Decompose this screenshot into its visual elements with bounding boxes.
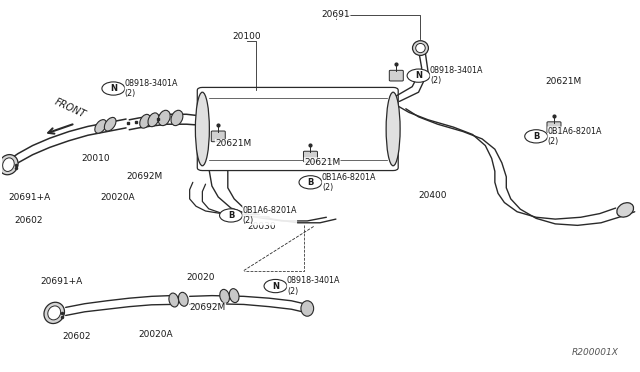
Polygon shape <box>393 50 428 102</box>
Text: 0B1A6-8201A
(2): 0B1A6-8201A (2) <box>322 173 376 192</box>
Ellipse shape <box>171 110 183 126</box>
Text: 20020: 20020 <box>186 273 215 282</box>
Polygon shape <box>209 168 336 223</box>
FancyBboxPatch shape <box>211 131 225 142</box>
Text: N: N <box>272 282 279 291</box>
Ellipse shape <box>386 92 400 166</box>
Text: 0B1A6-8201A
(2): 0B1A6-8201A (2) <box>243 206 297 225</box>
Ellipse shape <box>158 110 170 126</box>
FancyBboxPatch shape <box>547 122 561 132</box>
Polygon shape <box>8 119 126 170</box>
Circle shape <box>525 130 548 143</box>
Ellipse shape <box>0 155 18 175</box>
FancyBboxPatch shape <box>303 151 317 162</box>
Ellipse shape <box>416 44 425 53</box>
Circle shape <box>264 279 287 293</box>
Text: 20602: 20602 <box>63 332 91 341</box>
FancyBboxPatch shape <box>197 87 398 170</box>
Circle shape <box>102 82 125 95</box>
Ellipse shape <box>44 302 65 324</box>
Circle shape <box>299 176 322 189</box>
Text: 0B1A6-8201A
(2): 0B1A6-8201A (2) <box>548 126 602 146</box>
Text: 20691+A: 20691+A <box>40 277 83 286</box>
Ellipse shape <box>301 301 314 316</box>
Ellipse shape <box>413 41 428 55</box>
Ellipse shape <box>148 113 159 127</box>
Ellipse shape <box>95 120 106 133</box>
Text: N: N <box>110 84 117 93</box>
Text: 20621M: 20621M <box>215 139 252 148</box>
Text: 20602: 20602 <box>15 217 44 225</box>
Text: FRONT: FRONT <box>53 97 87 120</box>
Ellipse shape <box>104 118 116 131</box>
Text: B: B <box>307 178 314 187</box>
Text: 20020A: 20020A <box>100 193 135 202</box>
FancyBboxPatch shape <box>389 70 403 81</box>
Text: R200001X: R200001X <box>572 348 619 357</box>
Polygon shape <box>129 114 202 130</box>
Circle shape <box>407 69 430 82</box>
Circle shape <box>220 209 243 222</box>
Text: 20621M: 20621M <box>546 77 582 86</box>
Ellipse shape <box>229 289 239 302</box>
Ellipse shape <box>48 306 61 320</box>
Ellipse shape <box>3 158 14 171</box>
Polygon shape <box>66 296 171 315</box>
Text: 20692M: 20692M <box>189 303 226 312</box>
Text: 20691: 20691 <box>321 10 350 19</box>
Ellipse shape <box>169 293 179 307</box>
Text: B: B <box>533 132 540 141</box>
Text: 20621M: 20621M <box>304 158 340 167</box>
Ellipse shape <box>195 92 209 166</box>
Text: 20400: 20400 <box>419 191 447 200</box>
Text: 08918-3401A
(2): 08918-3401A (2) <box>125 79 179 98</box>
Polygon shape <box>396 105 635 225</box>
Ellipse shape <box>140 114 150 128</box>
Ellipse shape <box>617 203 634 217</box>
Ellipse shape <box>179 292 188 306</box>
Text: 08918-3401A
(2): 08918-3401A (2) <box>430 66 483 85</box>
Text: 20010: 20010 <box>81 154 110 163</box>
Text: 20691+A: 20691+A <box>8 193 51 202</box>
Text: 20020A: 20020A <box>139 330 173 340</box>
Ellipse shape <box>220 289 230 303</box>
Text: 08918-3401A
(2): 08918-3401A (2) <box>287 276 340 296</box>
Text: B: B <box>228 211 234 220</box>
Polygon shape <box>189 296 307 313</box>
Text: 20692M: 20692M <box>126 172 163 181</box>
Text: N: N <box>415 71 422 80</box>
Text: 20100: 20100 <box>232 32 261 41</box>
Polygon shape <box>189 182 269 217</box>
Text: 20030: 20030 <box>247 222 275 231</box>
